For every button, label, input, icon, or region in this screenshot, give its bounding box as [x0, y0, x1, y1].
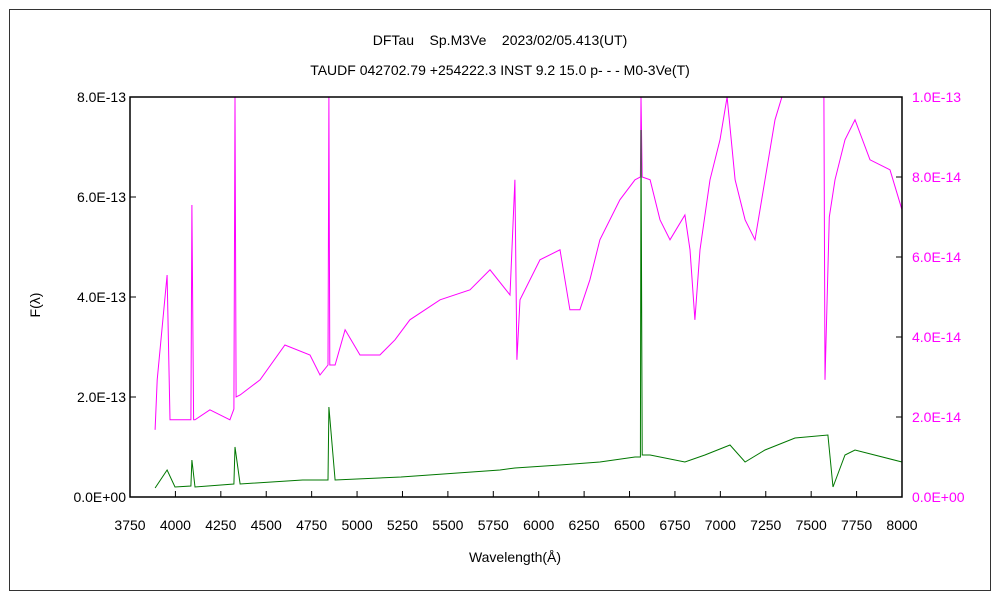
- x-tick-label: 4500: [251, 517, 282, 533]
- chart-title: DFTau Sp.M3Ve 2023/02/05.413(UT): [373, 32, 627, 48]
- chart-subtitle: TAUDF 042702.79 +254222.3 INST 9.2 15.0 …: [310, 62, 690, 78]
- x-tick-label: 6750: [659, 517, 690, 533]
- x-tick-label: 7250: [750, 517, 781, 533]
- y-right-tick-label: 1.0E-13: [912, 89, 961, 105]
- x-tick-label: 4250: [205, 517, 236, 533]
- plot-area: [129, 96, 903, 498]
- x-tick-label: 3750: [114, 517, 145, 533]
- x-tick-label: 4750: [296, 517, 327, 533]
- x-axis-label: Wavelength(Å): [469, 549, 561, 565]
- x-tick-label: 7500: [796, 517, 827, 533]
- x-tick-label: 6250: [569, 517, 600, 533]
- green-flux-line: [154, 129, 903, 489]
- x-tick-label: 8000: [886, 517, 917, 533]
- y-left-tick-label: 6.0E-13: [77, 189, 126, 205]
- chart-frame: [9, 9, 991, 591]
- y-left-tick-label: 8.0E-13: [77, 89, 126, 105]
- y-left-tick-label: 0.0E+00: [73, 489, 126, 505]
- magenta-flux-line: [154, 96, 903, 430]
- x-tick-label: 7750: [841, 517, 872, 533]
- y-right-tick-label: 8.0E-14: [912, 169, 961, 185]
- y-left-tick-label: 2.0E-13: [77, 389, 126, 405]
- x-tick-label: 5750: [478, 517, 509, 533]
- y-left-tick-label: 4.0E-13: [77, 289, 126, 305]
- y-axis-label: F(λ): [27, 293, 43, 318]
- x-tick-label: 6000: [523, 517, 554, 533]
- x-tick-label: 5000: [341, 517, 372, 533]
- x-tick-label: 4000: [160, 517, 191, 533]
- y-right-tick-label: 2.0E-14: [912, 409, 961, 425]
- x-tick-label: 5250: [387, 517, 418, 533]
- y-right-tick-label: 0.0E+00: [912, 489, 965, 505]
- x-tick-label: 6500: [614, 517, 645, 533]
- x-tick-label: 5500: [432, 517, 463, 533]
- y-right-tick-label: 6.0E-14: [912, 249, 961, 265]
- y-right-tick-label: 4.0E-14: [912, 329, 961, 345]
- x-tick-label: 7000: [705, 517, 736, 533]
